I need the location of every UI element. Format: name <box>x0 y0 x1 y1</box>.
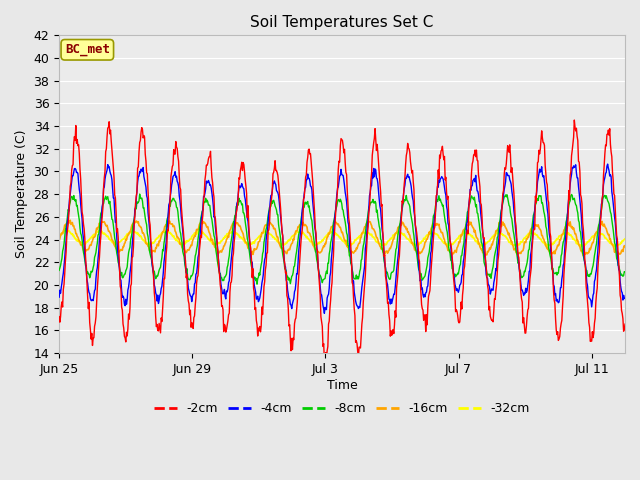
Title: Soil Temperatures Set C: Soil Temperatures Set C <box>250 15 434 30</box>
X-axis label: Time: Time <box>326 379 358 392</box>
Legend: -2cm, -4cm, -8cm, -16cm, -32cm: -2cm, -4cm, -8cm, -16cm, -32cm <box>149 397 535 420</box>
Y-axis label: Soil Temperature (C): Soil Temperature (C) <box>15 130 28 258</box>
Text: BC_met: BC_met <box>65 43 110 56</box>
